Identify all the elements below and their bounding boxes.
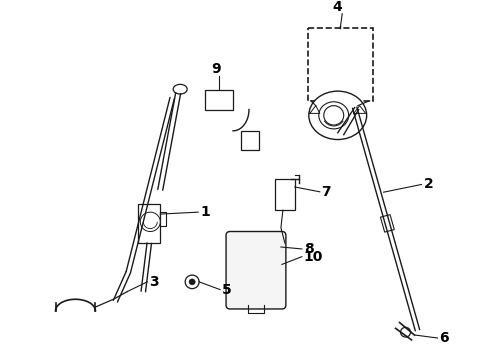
Text: 8: 8 [304,242,314,256]
Bar [138,204,160,243]
Bar [275,179,295,210]
Circle shape [271,244,277,250]
Text: 1: 1 [200,205,210,219]
Ellipse shape [309,91,367,140]
Text: 10: 10 [304,250,323,264]
Text: 6: 6 [440,331,449,345]
Circle shape [400,327,411,337]
Text: 9: 9 [211,62,220,76]
Circle shape [140,212,160,231]
Text: 2: 2 [423,177,433,192]
Ellipse shape [173,84,187,94]
Text: 3: 3 [149,275,159,289]
Text: 5: 5 [222,283,232,297]
Bar [241,131,259,150]
FancyBboxPatch shape [226,231,286,309]
Ellipse shape [319,102,349,129]
Text: 4: 4 [332,0,342,14]
Bar [205,90,233,109]
Text: 7: 7 [321,185,330,199]
Bar [308,28,372,101]
Bar [380,215,394,232]
Circle shape [267,240,281,254]
Circle shape [189,279,195,285]
Circle shape [185,275,199,289]
Circle shape [324,105,343,125]
